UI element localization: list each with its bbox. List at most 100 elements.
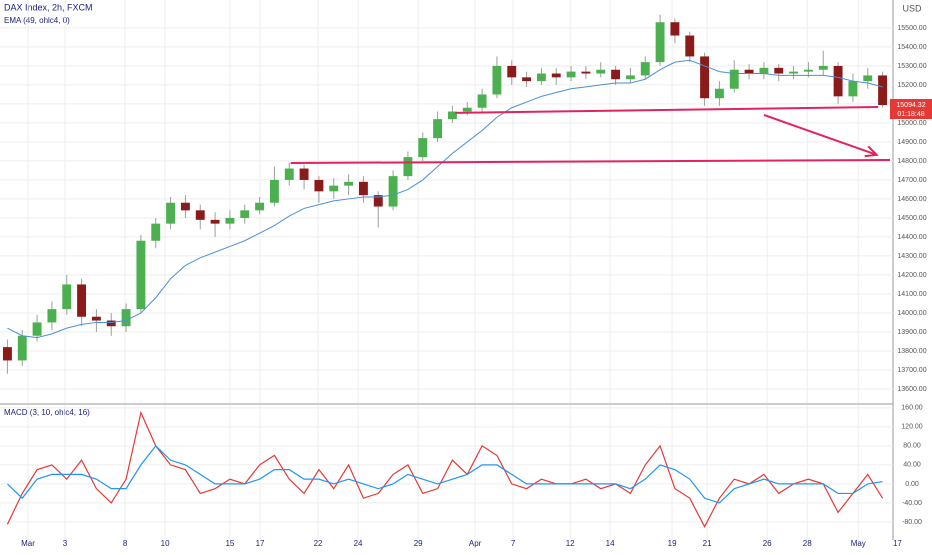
candle-body	[136, 240, 146, 310]
candle-body	[848, 81, 858, 97]
x-tick-label: Apr	[469, 539, 482, 548]
y-tick-label: 15300.00	[897, 63, 926, 70]
x-tick-label: 12	[566, 539, 575, 548]
candle-body	[655, 22, 665, 63]
y-tick-label: 14600.00	[897, 196, 926, 203]
chart-title: DAX Index, 2h, FXCM	[4, 2, 93, 12]
candle-body	[121, 309, 131, 327]
candle-body	[358, 181, 368, 196]
x-tick-label: May	[851, 539, 866, 548]
candle-body	[269, 179, 279, 203]
candle-body	[329, 185, 339, 192]
candle-body	[62, 284, 72, 310]
candle-body	[32, 322, 42, 336]
y-tick-label: 14400.00	[897, 234, 926, 241]
candle-body	[492, 65, 502, 95]
candle-body	[240, 210, 250, 218]
macd-tick-label: 80.00	[903, 443, 921, 450]
candle-body	[789, 71, 799, 74]
candle-body	[774, 67, 784, 74]
candle-body	[403, 157, 413, 177]
candle-body	[180, 202, 190, 211]
y-tick-label: 14200.00	[897, 272, 926, 279]
candle-body	[344, 181, 354, 186]
candle-body	[433, 119, 443, 139]
x-tick-label: 26	[763, 539, 772, 548]
candle-body	[581, 71, 591, 74]
macd-tick-label: -80.00	[902, 519, 922, 526]
candle-body	[670, 22, 680, 36]
macd-tick-label: 160.00	[901, 405, 923, 412]
candle-body	[536, 73, 546, 82]
candle-body	[759, 67, 769, 74]
candle-body	[744, 69, 754, 74]
ema-line	[7, 59, 883, 339]
support-line	[455, 105, 879, 114]
y-tick-label: 15200.00	[897, 82, 926, 89]
x-tick-label: 14	[606, 539, 615, 548]
x-tick-label: 19	[668, 539, 677, 548]
candle-body	[195, 210, 205, 220]
macd-line	[7, 444, 883, 504]
candle-body	[210, 219, 220, 224]
candle-body	[373, 195, 383, 207]
macd-line	[6, 410, 884, 528]
candle-body	[611, 69, 621, 80]
candle-body	[462, 107, 472, 112]
macd-tick-label: 120.00	[901, 424, 923, 431]
arrow-head	[864, 145, 879, 158]
candle-body	[2, 347, 12, 361]
candle-body	[551, 73, 561, 78]
candle-body	[418, 138, 428, 158]
y-tick-label: 13700.00	[897, 367, 926, 374]
y-tick-label: 13800.00	[897, 348, 926, 355]
x-tick-label: 21	[703, 539, 712, 548]
candle-body	[388, 176, 398, 207]
last-price-tag	[890, 99, 932, 120]
y-tick-label: 14100.00	[897, 291, 926, 298]
x-tick-label: 17	[256, 539, 265, 548]
y-tick-label: 14000.00	[897, 310, 926, 317]
candle-body	[47, 309, 57, 323]
y-tick-label: 14500.00	[897, 215, 926, 222]
currency-label: USD	[902, 3, 922, 13]
y-tick-label: 15000.00	[897, 120, 926, 127]
candle-body	[833, 65, 843, 97]
x-tick-label: 10	[161, 539, 170, 548]
y-tick-label: 15500.00	[897, 25, 926, 32]
candle-body	[714, 88, 724, 99]
candle-body	[299, 168, 309, 180]
candle-body	[106, 320, 116, 327]
x-tick-label: 24	[354, 539, 363, 548]
candle-body	[566, 71, 576, 78]
countdown-label: 01:18:48	[897, 111, 924, 118]
candle-body	[284, 168, 294, 180]
candle-body	[507, 65, 517, 78]
y-tick-label: 15400.00	[897, 44, 926, 51]
candle-body	[729, 69, 739, 89]
x-tick-label: Mar	[21, 539, 35, 548]
x-tick-label: 3	[63, 539, 68, 548]
candle-body	[803, 69, 813, 72]
candle-body	[17, 335, 27, 361]
macd-tick-label: 0.00	[905, 481, 919, 488]
x-tick-label: 22	[314, 539, 323, 548]
arrow-shaft	[763, 114, 877, 156]
macd-label: MACD (3, 10, ohlc4, 16)	[4, 408, 90, 417]
y-tick-label: 14800.00	[897, 158, 926, 165]
candle-body	[314, 179, 324, 192]
candle-body	[700, 56, 710, 99]
x-tick-label: 28	[803, 539, 812, 548]
candle-body	[596, 69, 606, 74]
x-tick-label: 7	[511, 539, 516, 548]
candle-body	[91, 316, 101, 321]
x-tick-label: 15	[225, 539, 234, 548]
y-tick-label: 14900.00	[897, 139, 926, 146]
candle-body	[625, 75, 635, 80]
y-tick-label: 14300.00	[897, 253, 926, 260]
candle-body	[878, 75, 888, 106]
support-line	[290, 158, 891, 165]
indicator-label: EMA (49, ohlc4, 0)	[4, 16, 70, 25]
last-price-label: 15094.32	[896, 102, 925, 109]
candle-body	[863, 75, 873, 82]
